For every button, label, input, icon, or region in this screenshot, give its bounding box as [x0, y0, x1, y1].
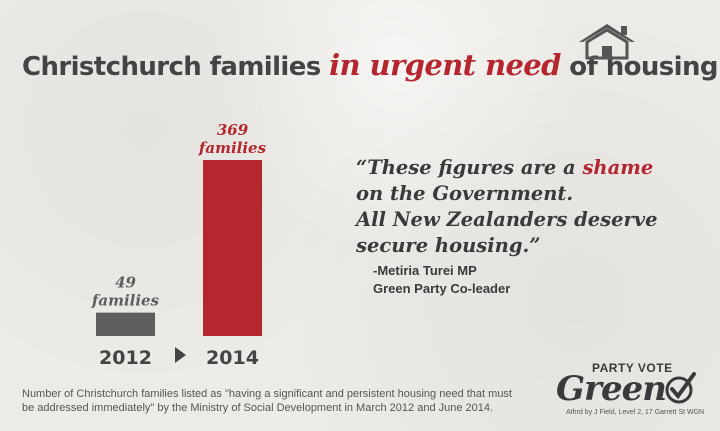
- data-label-value-2012: 49: [115, 274, 136, 292]
- logo-name: Green: [556, 369, 667, 409]
- page-title: Christchurch families in urgent need of …: [22, 48, 719, 82]
- logo-tagline: PARTY VOTE: [592, 361, 673, 375]
- bar-2014: [203, 160, 262, 336]
- x-tick-label-2014: 2014: [206, 347, 259, 369]
- quote-line2: on the Government.: [356, 182, 574, 205]
- logo-authorisation: Athrd by J Field, Level 2, 17 Garrett St…: [566, 409, 705, 416]
- checkmark-icon: [665, 372, 696, 404]
- footnote: Number of Christchurch families listed a…: [22, 388, 512, 414]
- quote-role: Green Party Co-leader: [373, 281, 511, 296]
- title-part1: Christchurch families: [22, 52, 321, 82]
- data-label-unit-2014: families: [198, 139, 267, 157]
- x-tick-label-2012: 2012: [99, 347, 152, 369]
- quote-author: -Metiria Turei MP: [373, 263, 477, 278]
- title-highlight: in urgent need: [329, 48, 561, 82]
- green-party-logo: PARTY VOTE Green Athrd by J Field, Level…: [556, 361, 706, 421]
- quote-attribution: -Metiria Turei MP Green Party Co-leader: [373, 262, 510, 298]
- quote: “These figures are a shame on the Govern…: [356, 155, 706, 259]
- quote-line3: All New Zealanders deserve: [356, 208, 658, 231]
- quote-line4: secure housing.”: [356, 234, 541, 257]
- bar-2012: [96, 312, 155, 336]
- house-icon: [579, 24, 635, 60]
- data-label-unit-2012: families: [91, 292, 160, 310]
- quote-highlight: shame: [582, 156, 654, 179]
- arrow-right-icon: [175, 347, 186, 363]
- quote-line1-start: “These figures are a: [356, 156, 583, 179]
- data-label-value-2014: 369: [217, 121, 249, 139]
